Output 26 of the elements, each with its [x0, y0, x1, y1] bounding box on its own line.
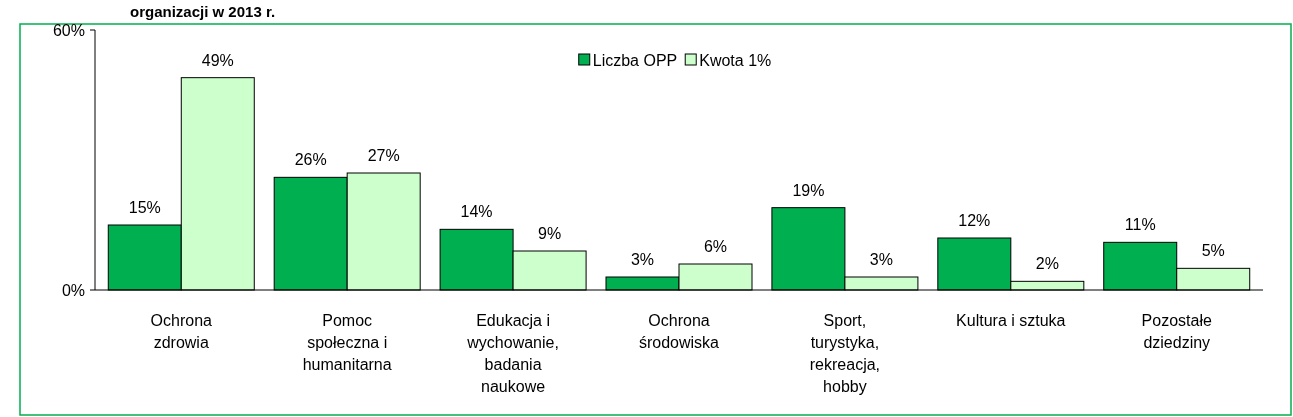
data-label: 14%: [460, 203, 493, 221]
y-tick-label: 60%: [52, 21, 85, 39]
legend-label: Liczba OPP: [592, 51, 678, 69]
data-label: 5%: [1201, 242, 1225, 260]
x-tick-label: Ochrona środowiska: [638, 312, 720, 351]
x-tick-label: Ochrona zdrowia: [150, 312, 213, 351]
data-label: 12%: [958, 212, 991, 229]
data-label: 19%: [792, 181, 825, 199]
data-label: 49%: [201, 51, 234, 69]
data-label: 2%: [1035, 255, 1059, 273]
data-label: 9%: [538, 225, 562, 242]
chart-title: organizacji w 2013 r.: [130, 3, 276, 20]
data-label: 6%: [703, 238, 728, 255]
x-tick-label: Edukacja i wychowanie, badania naukowe: [466, 312, 559, 395]
x-tick-label: Sport, turystyka, rekreacja, hobby: [809, 312, 881, 395]
data-label: 11%: [1124, 216, 1156, 234]
data-label: 15%: [128, 199, 161, 216]
data-label: 27%: [367, 147, 400, 164]
x-tick-label: Pozostałe dziedziny: [1141, 312, 1212, 351]
y-tick-label: 0%: [61, 281, 85, 299]
data-label: 3%: [869, 251, 893, 268]
x-tick-label: Kultura i sztuka: [956, 312, 1066, 329]
data-label: 26%: [294, 151, 327, 169]
data-label: 3%: [630, 251, 655, 268]
x-tick-label: Pomoc społeczna i humanitarna: [302, 312, 392, 373]
legend-label: Kwota 1%: [699, 51, 772, 69]
